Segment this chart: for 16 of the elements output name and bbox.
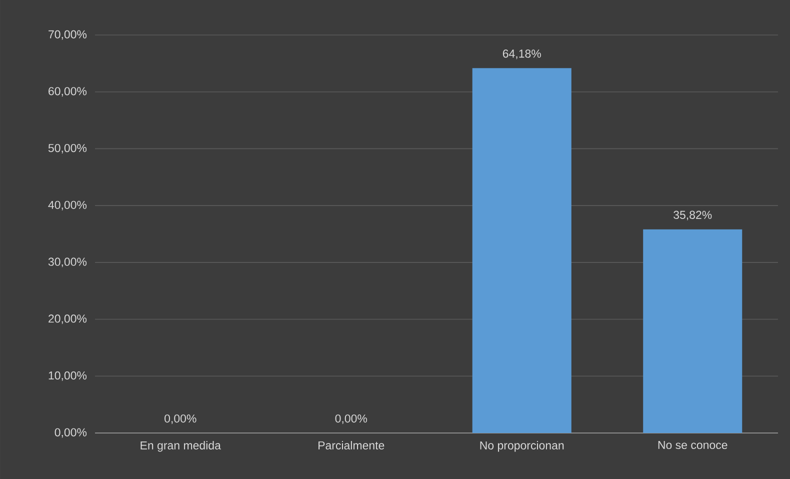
x-tick-label: En gran medida bbox=[140, 441, 221, 452]
x-tick-label: No proporcionan bbox=[480, 441, 564, 452]
data-label: 35,82% bbox=[674, 210, 712, 220]
y-tick-label: 50,00% bbox=[48, 144, 87, 154]
x-tick-label: No se conoce bbox=[658, 441, 728, 450]
y-tick-label: 70,00% bbox=[48, 30, 87, 40]
data-label: 64,18% bbox=[502, 50, 541, 60]
y-tick-label: 30,00% bbox=[48, 258, 87, 268]
data-label: 0,00% bbox=[335, 414, 368, 424]
y-tick-label: 10,00% bbox=[48, 371, 87, 381]
y-tick-label: 40,00% bbox=[48, 200, 87, 210]
x-tick-label: Parcialmente bbox=[318, 441, 384, 450]
data-label: 0,00% bbox=[164, 414, 196, 424]
y-tick-label: 0,00% bbox=[54, 428, 87, 438]
y-tick-label: 60,00% bbox=[48, 87, 87, 97]
y-tick-label: 20,00% bbox=[48, 314, 87, 324]
